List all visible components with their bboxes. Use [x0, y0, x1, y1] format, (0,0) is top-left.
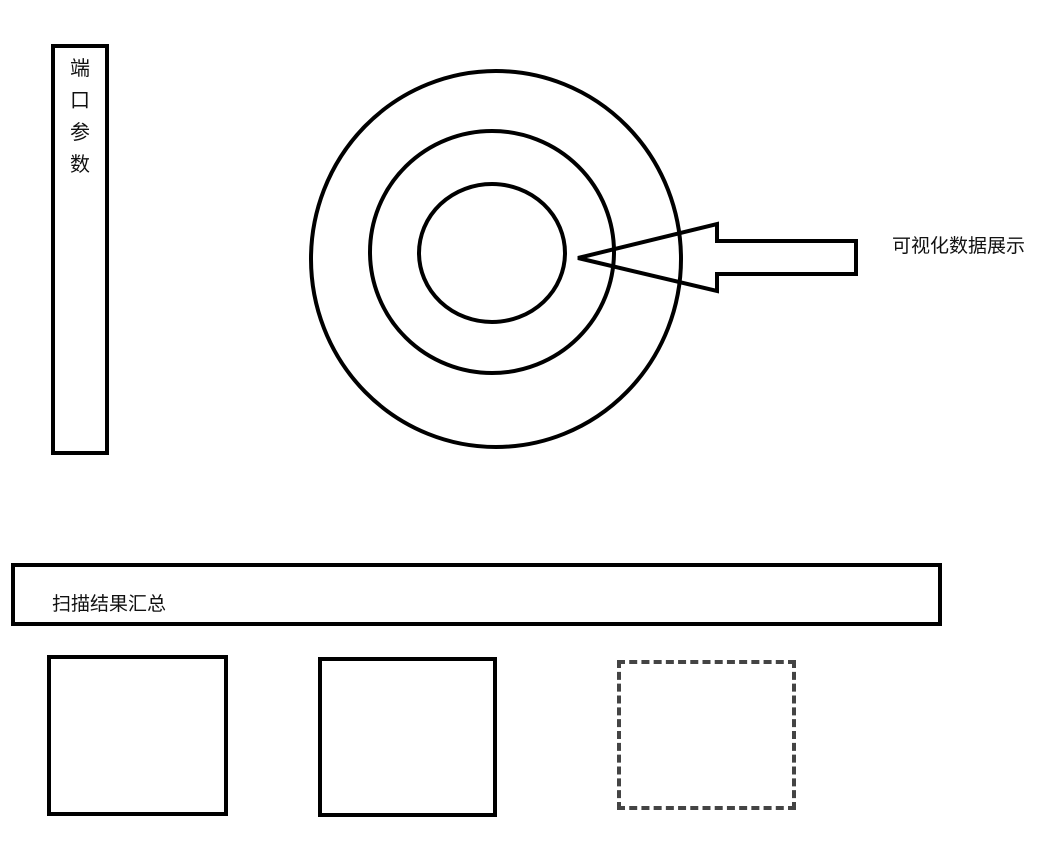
port-parameters-panel[interactable]: 端 口 参 数: [51, 44, 109, 455]
port-parameters-char: 端: [70, 56, 90, 80]
inner-ring: [417, 182, 567, 324]
middle-ring: [368, 129, 616, 375]
outer-ring: [309, 69, 683, 449]
result-panel-3-selected[interactable]: [617, 660, 796, 810]
pointer-arrow-icon: [577, 221, 858, 294]
result-panel-2[interactable]: [318, 657, 497, 817]
port-parameters-char: 参: [70, 120, 90, 144]
scan-summary-bar[interactable]: 扫描结果汇总: [11, 563, 942, 626]
visual-display-label: 可视化数据展示: [892, 235, 1026, 257]
result-panel-1[interactable]: [47, 655, 228, 816]
port-parameters-char: 数: [70, 152, 90, 176]
port-parameters-char: 口: [70, 88, 90, 112]
port-parameters-label: 端 口 参 数: [55, 48, 105, 180]
scan-summary-label: 扫描结果汇总: [52, 593, 167, 615]
